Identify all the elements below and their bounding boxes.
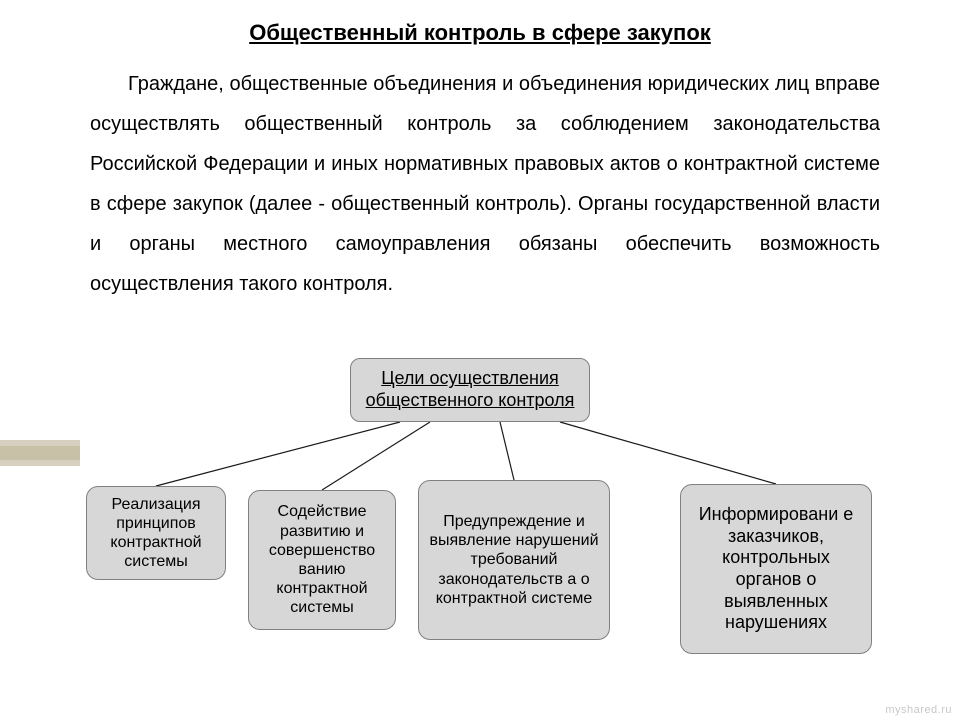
edge-3 bbox=[500, 422, 514, 480]
edge-4 bbox=[560, 422, 776, 484]
diagram-child-2: Содействие развитию и совершенство ванию… bbox=[248, 490, 396, 630]
edge-2 bbox=[322, 422, 430, 490]
watermark: myshared.ru bbox=[885, 704, 952, 716]
decorative-stripe bbox=[0, 440, 80, 468]
diagram-child-1: Реализация принципов контрактной системы bbox=[86, 486, 226, 580]
diagram-root-node: Цели осуществления общественного контрол… bbox=[350, 358, 590, 422]
intro-paragraph: Граждане, общественные объединения и объ… bbox=[90, 64, 880, 304]
diagram-child-3: Предупреждение и выявление нарушений тре… bbox=[418, 480, 610, 640]
edge-1 bbox=[156, 422, 400, 486]
diagram-child-4: Информировани е заказчиков, контрольных … bbox=[680, 484, 872, 654]
page-title: Общественный контроль в сфере закупок bbox=[0, 20, 960, 46]
